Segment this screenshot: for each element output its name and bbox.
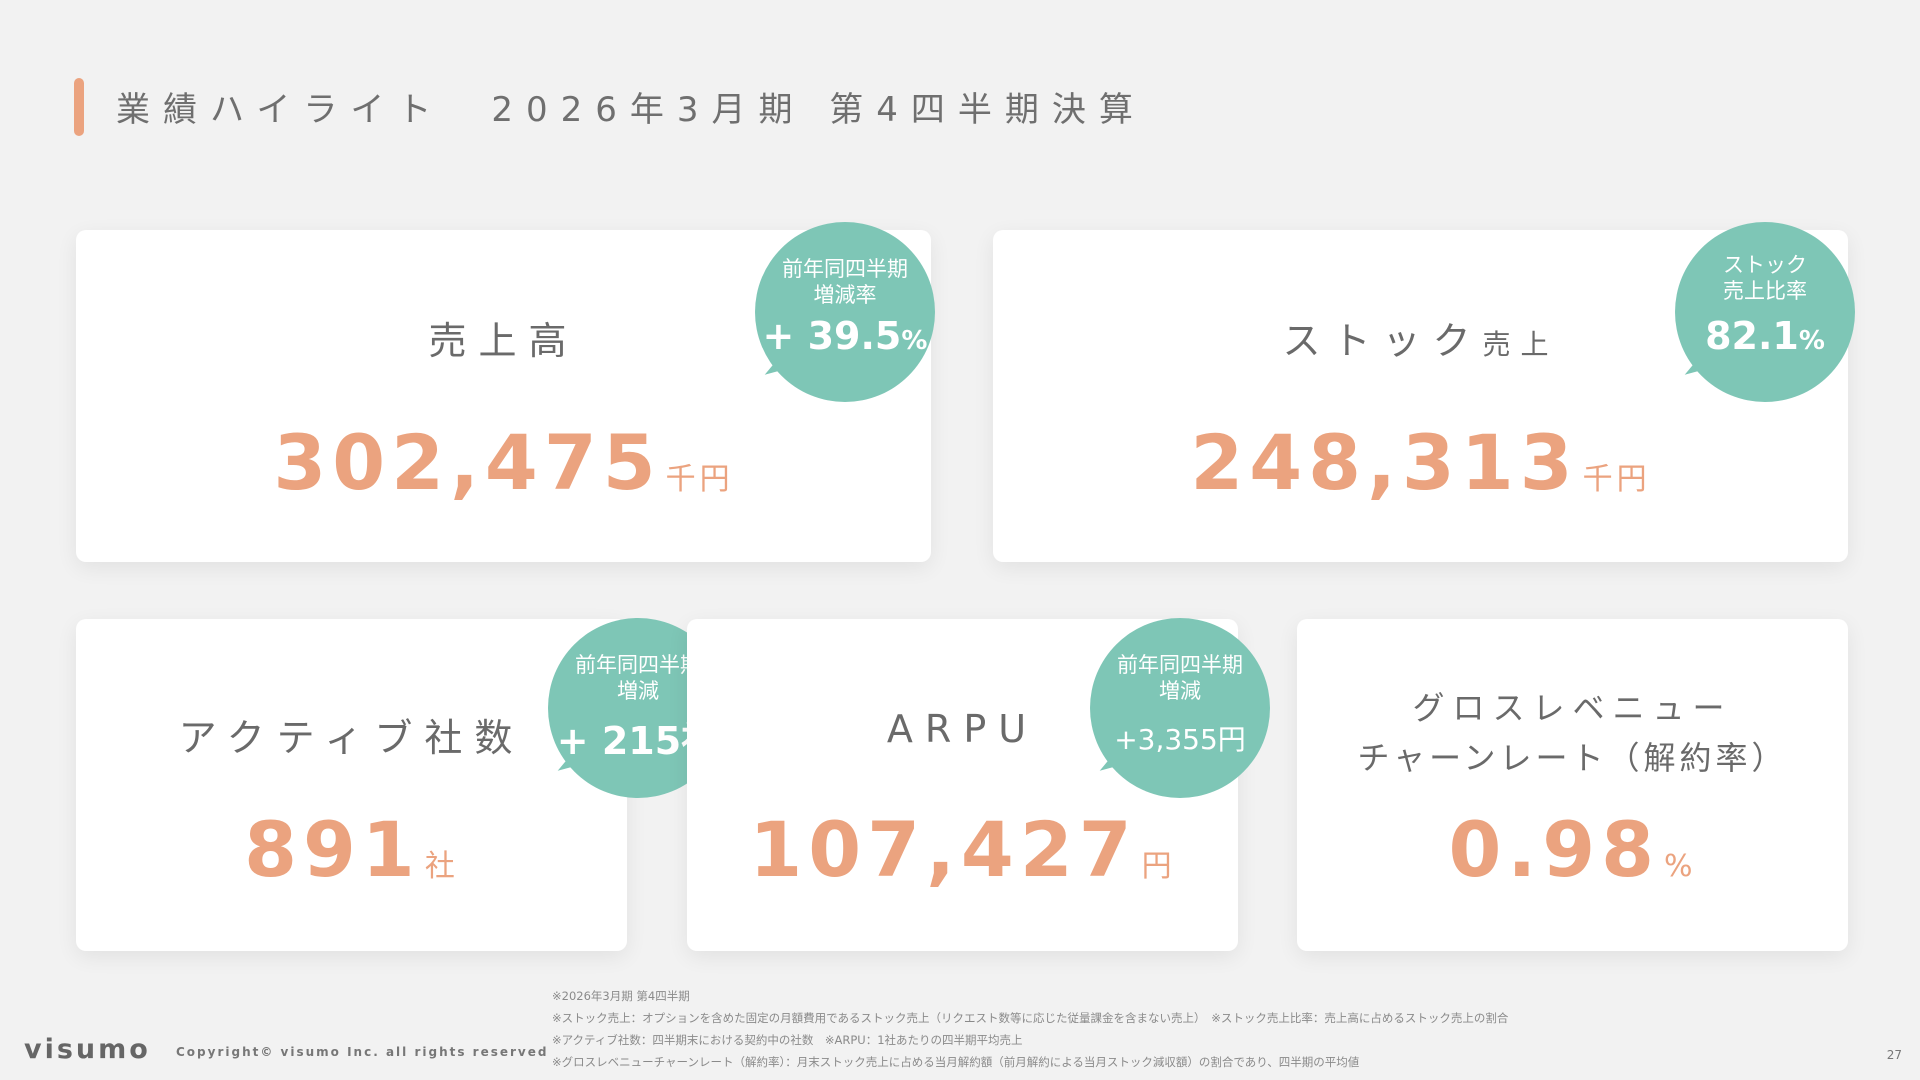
- bubble-label-line1: 前年同四半期: [782, 257, 908, 281]
- arpu-value: 107,427 円: [687, 805, 1238, 894]
- stock-sales-value-unit: 千円: [1582, 462, 1651, 497]
- active-companies-card: アクティブ社数 891 社: [76, 619, 627, 951]
- arpu-value-unit: 円: [1141, 849, 1176, 884]
- company-logo: visumo: [24, 1034, 151, 1065]
- stock-sales-label-small: 売上: [1482, 328, 1559, 361]
- bubble-value-number: + 39.5: [762, 314, 902, 358]
- footnotes: ※2026年3月期 第4四半期 ※ストック売上：オプションを含めた固定の月額費用…: [552, 985, 1508, 1073]
- stock-sales-card: ストック売上 248,313 千円: [993, 230, 1848, 562]
- arpu-yoy-bubble: 前年同四半期 増減 +3,355円: [1090, 618, 1270, 798]
- bubble-label-line1: ストック: [1723, 253, 1807, 277]
- stock-sales-label: ストック売上: [993, 310, 1848, 365]
- arpu-value-number: 107,427: [749, 805, 1138, 894]
- active-companies-value-unit: 社: [424, 849, 459, 884]
- sales-value: 302,475 千円: [76, 418, 931, 507]
- churn-rate-value-unit: %: [1664, 849, 1697, 884]
- churn-rate-card: グロスレベニュー チャーンレート（解約率） 0.98%: [1297, 619, 1848, 951]
- title-accent-bar: [74, 78, 84, 136]
- stock-sales-label-main: ストック: [1282, 319, 1483, 363]
- bubble-value: 82.1%: [1675, 314, 1855, 358]
- churn-rate-label-line2: チャーンレート（解約率）: [1357, 739, 1788, 777]
- sales-yoy-bubble: 前年同四半期 増減率 + 39.5%: [755, 222, 935, 402]
- churn-rate-label-line1: グロスレベニュー: [1412, 689, 1733, 727]
- page-number: 27: [1886, 1048, 1902, 1062]
- active-companies-value: 891 社: [76, 805, 627, 894]
- footnote: ※2026年3月期 第4四半期: [552, 989, 690, 1003]
- footnote: ※アクティブ社数：四半期末における契約中の社数 ※ARPU：1社あたりの四半期平…: [552, 1033, 1023, 1047]
- bubble-value: + 39.5%: [755, 314, 935, 358]
- bubble-label-line2: 売上比率: [1723, 279, 1807, 303]
- active-companies-label: アクティブ社数: [178, 716, 525, 760]
- bubble-value-unit: %: [1798, 326, 1825, 356]
- footnote: ※ストック売上：オプションを含めた固定の月額費用であるストック売上（リクエスト数…: [552, 1011, 1509, 1025]
- copyright: Copyright© visumo Inc. all rights reserv…: [176, 1045, 549, 1059]
- bubble-label-line2: 増減率: [813, 283, 877, 307]
- churn-rate-value-number: 0.98: [1448, 805, 1660, 894]
- footnote: ※グロスレベニューチャーンレート（解約率）：月末ストック売上に占める当月解約額（…: [552, 1055, 1360, 1069]
- stock-ratio-bubble: ストック 売上比率 82.1%: [1675, 222, 1855, 402]
- bubble-label-line2: 増減: [1159, 679, 1201, 703]
- arpu-label: ARPU: [886, 707, 1039, 751]
- bubble-label-line1: 前年同四半期: [575, 653, 701, 677]
- sales-value-number: 302,475: [273, 418, 662, 507]
- stock-sales-value: 248,313 千円: [993, 418, 1848, 507]
- active-companies-value-number: 891: [244, 805, 421, 894]
- bubble-value: +3,355円: [1114, 723, 1246, 756]
- bubble-value-unit: %: [901, 326, 928, 356]
- bubble-label-line1: 前年同四半期: [1117, 653, 1243, 677]
- stock-sales-value-number: 248,313: [1190, 418, 1579, 507]
- churn-rate-value: 0.98%: [1297, 805, 1848, 894]
- sales-label: 売上高: [428, 319, 579, 363]
- bubble-label-line2: 増減: [617, 679, 659, 703]
- page-title: 業績ハイライト 2026年3月期 第4四半期決算: [116, 90, 1146, 130]
- sales-value-unit: 千円: [665, 462, 734, 497]
- bubble-value-number: 82.1: [1705, 314, 1799, 358]
